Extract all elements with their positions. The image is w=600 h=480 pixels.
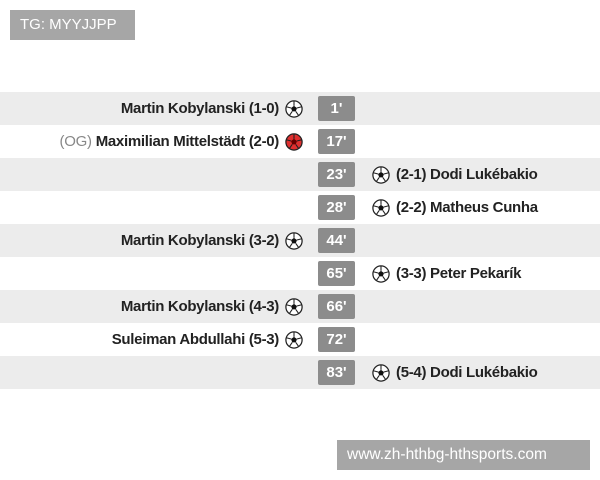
player-name: Martin Kobylanski: [120, 100, 245, 117]
home-scorer: Martin Kobylanski (1-0): [121, 92, 303, 125]
minute-badge: 44': [318, 228, 355, 253]
score: (1-0): [248, 100, 279, 117]
soccer-ball-icon: [372, 165, 390, 184]
minute-badge: 83': [318, 360, 355, 385]
soccer-ball-icon: [372, 264, 390, 283]
watermark-bottom: www.zh-hthbg-hthsports.com: [337, 440, 590, 470]
home-scorer: Martin Kobylanski (3-2): [121, 224, 303, 257]
score: (4-3): [248, 298, 279, 315]
goal-event-row: (2-2) Matheus Cunha 28': [0, 191, 600, 224]
player-name: Matheus Cunha: [430, 199, 538, 216]
score: (5-3): [248, 331, 279, 348]
own-goal-ball-icon: [285, 132, 303, 151]
score: (2-0): [248, 133, 279, 150]
score: (2-1): [396, 166, 427, 183]
away-scorer: (2-2) Matheus Cunha: [372, 191, 538, 224]
own-goal-label: (OG): [59, 133, 92, 150]
goal-event-row: (2-1) Dodi Lukébakio 23': [0, 158, 600, 191]
minute-badge: 72': [318, 327, 355, 352]
minute-badge: 28': [318, 195, 355, 220]
soccer-ball-icon: [372, 363, 390, 382]
score: (2-2): [396, 199, 427, 216]
soccer-ball-icon: [285, 231, 303, 250]
goal-event-row: Suleiman Abdullahi (5-3) 72': [0, 323, 600, 356]
goal-event-row: (OG) Maximilian Mittelstädt (2-0) 17': [0, 125, 600, 158]
soccer-ball-icon: [285, 330, 303, 349]
goal-event-row: Martin Kobylanski (3-2) 44': [0, 224, 600, 257]
soccer-ball-icon: [285, 99, 303, 118]
player-name: Martin Kobylanski: [120, 232, 245, 249]
soccer-ball-icon: [372, 198, 390, 217]
home-scorer: Martin Kobylanski (4-3): [121, 290, 303, 323]
away-scorer: (5-4) Dodi Lukébakio: [372, 356, 538, 389]
home-scorer: (OG) Maximilian Mittelstädt (2-0): [60, 125, 303, 158]
player-name: Martin Kobylanski: [120, 298, 245, 315]
score: (3-3): [396, 265, 427, 282]
home-scorer: Suleiman Abdullahi (5-3): [112, 323, 303, 356]
minute-badge: 23': [318, 162, 355, 187]
goal-event-row: (3-3) Peter Pekarík 65': [0, 257, 600, 290]
player-name: Peter Pekarík: [430, 265, 522, 282]
soccer-ball-icon: [285, 297, 303, 316]
minute-badge: 17': [318, 129, 355, 154]
goal-event-row: (5-4) Dodi Lukébakio 83': [0, 356, 600, 389]
player-name: Dodi Lukébakio: [430, 166, 538, 183]
away-scorer: (2-1) Dodi Lukébakio: [372, 158, 538, 191]
player-name: Maximilian Mittelstädt: [95, 133, 246, 150]
goal-event-row: Martin Kobylanski (4-3) 66': [0, 290, 600, 323]
watermark-top: TG: MYYJJPP: [10, 10, 135, 40]
player-name: Suleiman Abdullahi: [111, 331, 246, 348]
minute-badge: 1': [318, 96, 355, 121]
minute-badge: 66': [318, 294, 355, 319]
goal-event-row: Martin Kobylanski (1-0) 1': [0, 92, 600, 125]
score: (3-2): [248, 232, 279, 249]
away-scorer: (3-3) Peter Pekarík: [372, 257, 522, 290]
minute-badge: 65': [318, 261, 355, 286]
goal-timeline: Martin Kobylanski (1-0) 1' (OG) Maximilian …: [0, 92, 600, 389]
score: (5-4): [396, 364, 427, 381]
player-name: Dodi Lukébakio: [430, 364, 538, 381]
